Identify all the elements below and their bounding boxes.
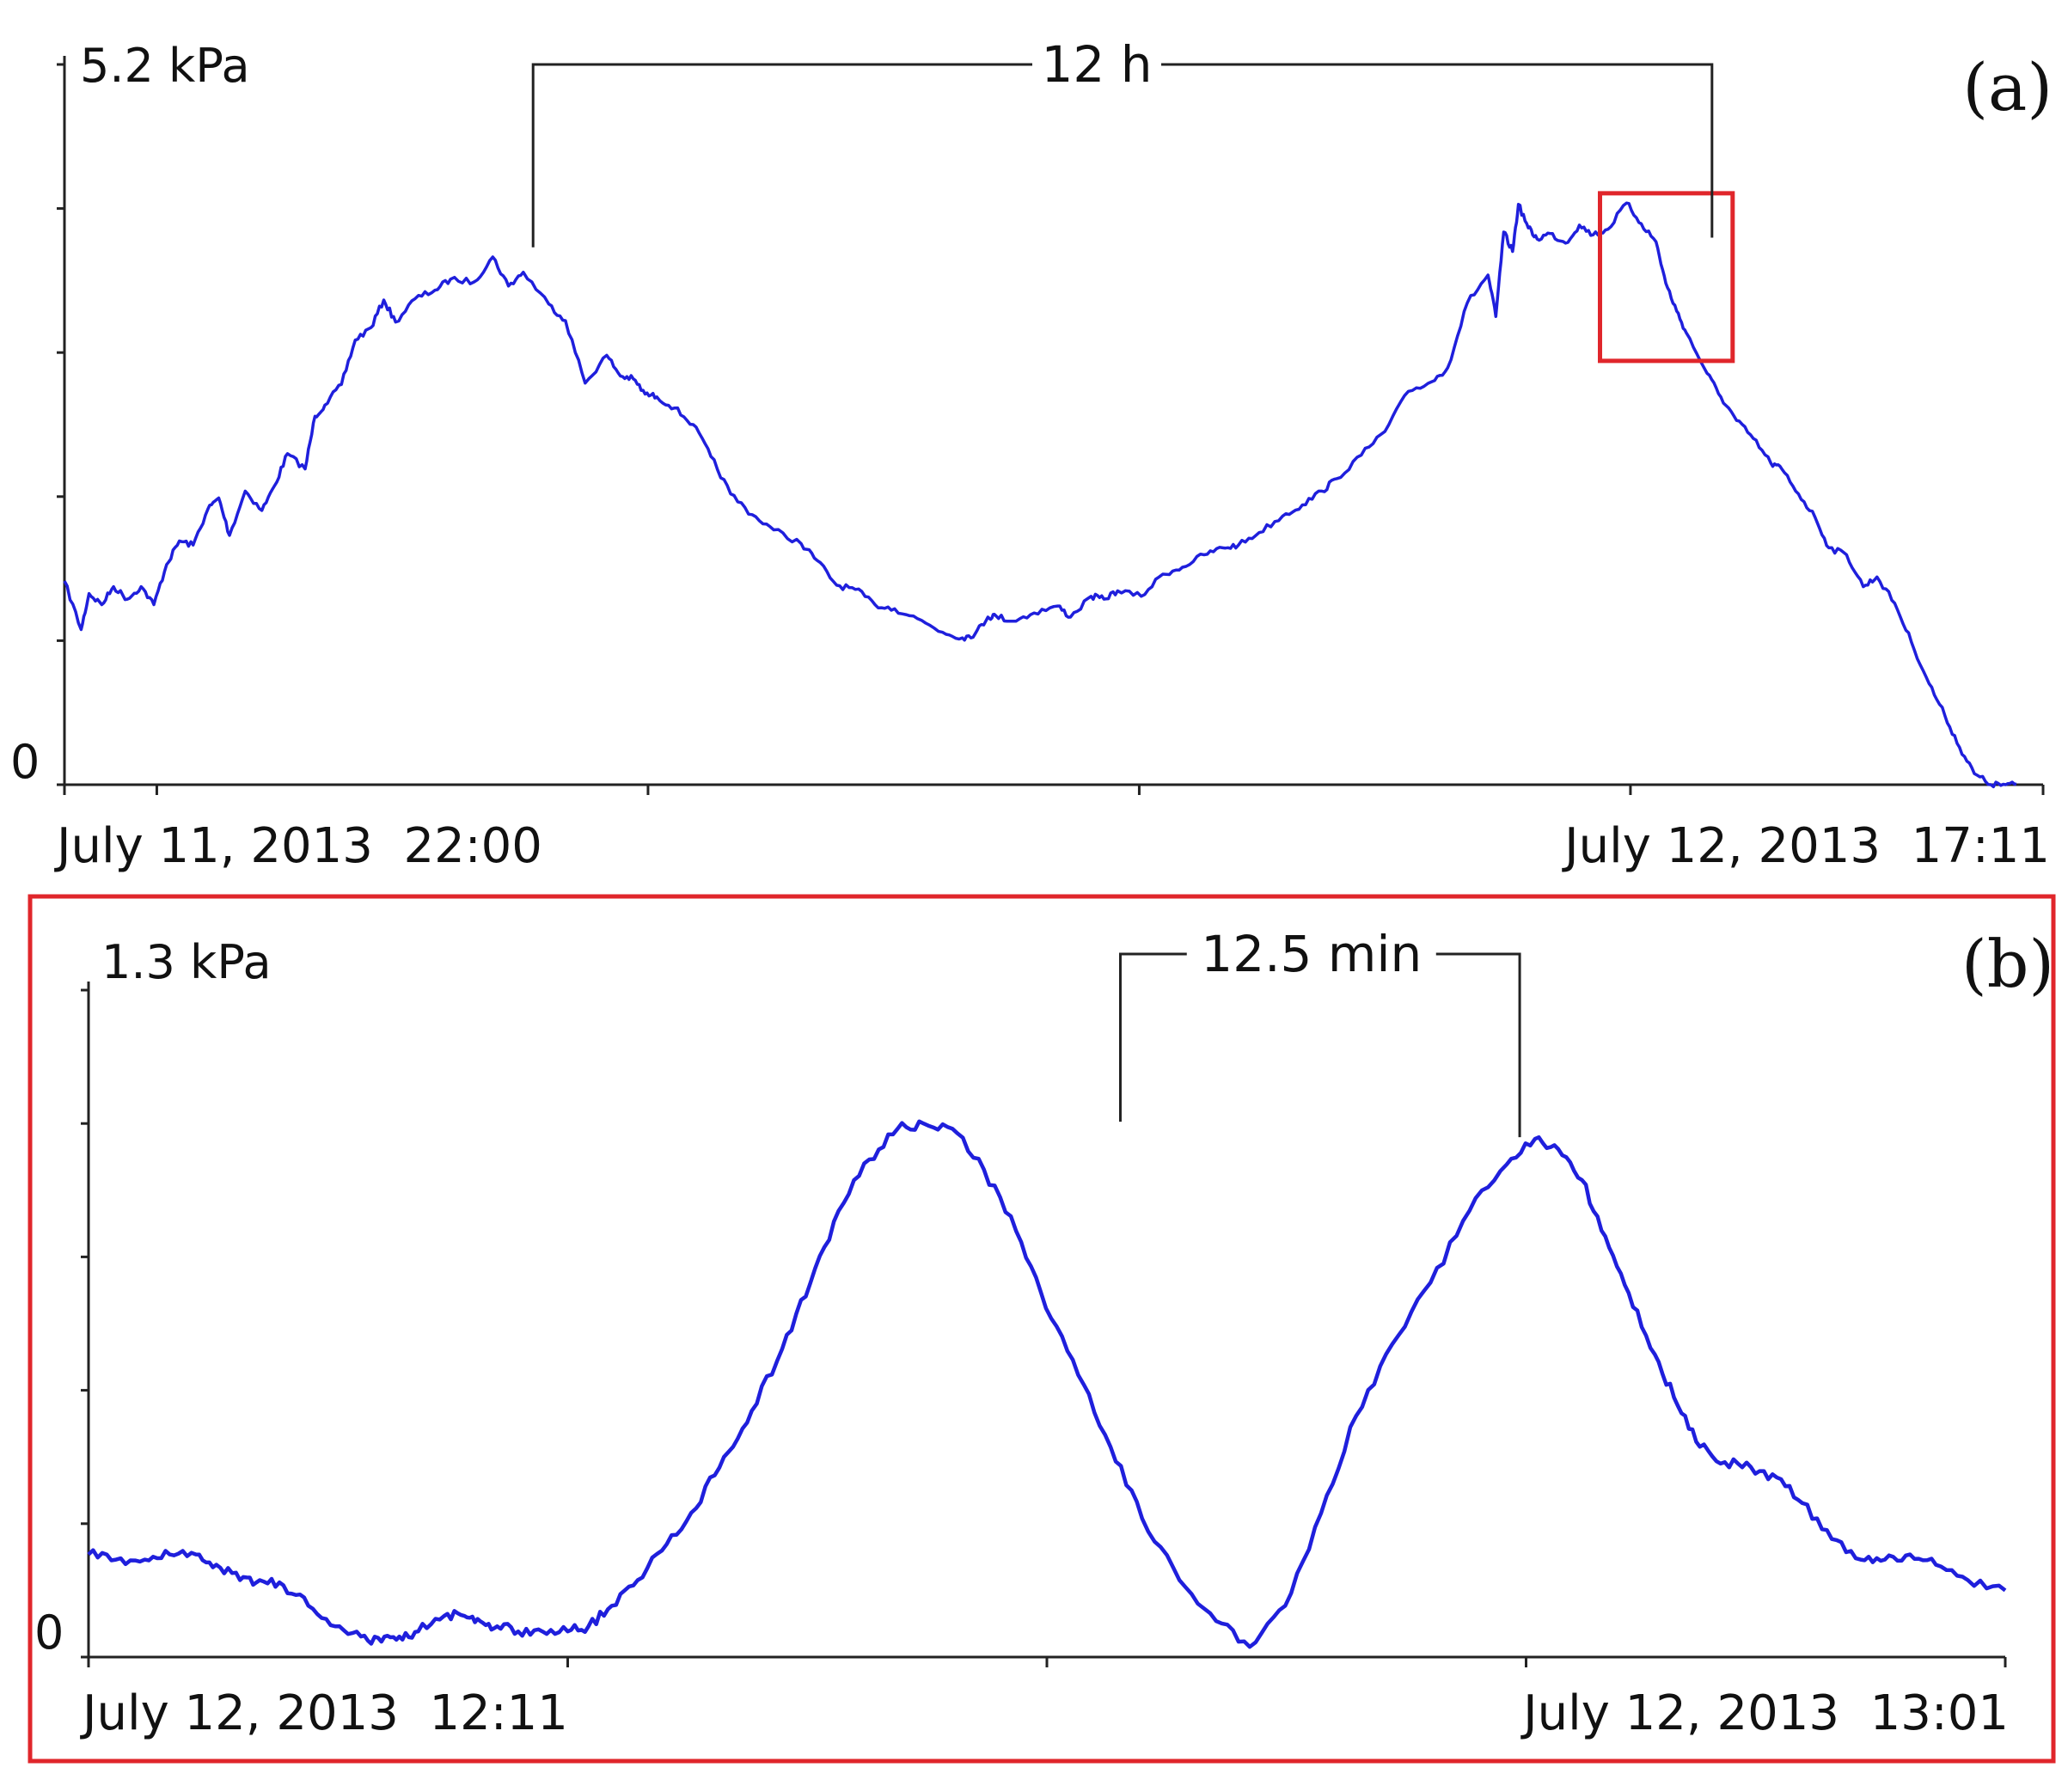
panel-b-ticks [81, 988, 2007, 1667]
panel-a: 12 h 5.2 kPa 0 July 11, 2013 22:00 July … [10, 35, 2053, 874]
panel-b-period-annotation: 12.5 min [1201, 925, 1422, 983]
panel-b-x-start-label: July 12, 2013 12:11 [80, 1685, 568, 1741]
panel-a-x-start-label: July 11, 2013 22:00 [54, 818, 542, 874]
panel-a-period-label-bg [1032, 39, 1162, 90]
panel-b-frame [28, 894, 2056, 1764]
panel-a-pressure-line [63, 201, 2017, 789]
panel-a-y-max-label: 5.2 kPa [80, 39, 250, 93]
panel-b-label: (b) [1961, 926, 2054, 1002]
panel-a-label: (a) [1962, 49, 2053, 125]
panel-a-x-end-label: July 12, 2013 17:11 [1562, 818, 2050, 874]
panel-a-zoom-region-box [1598, 191, 1735, 364]
panel-b-x-end-label: July 12, 2013 13:01 [1520, 1685, 2009, 1741]
panel-a-y-min-label: 0 [10, 735, 40, 789]
panel-b-y-max-label: 1.3 kPa [101, 935, 272, 989]
panel-b-y-min-label: 0 [34, 1605, 64, 1660]
panel-b-period-label-bg [1186, 928, 1436, 980]
panel-a-ticks [57, 63, 2045, 795]
panel-a-period-annotation: 12 h [1042, 35, 1153, 94]
panel-b-pressure-line [87, 1119, 2007, 1649]
panel-b: 12.5 min 1.3 kPa 0 July 12, 2013 12:11 J… [28, 894, 2056, 1764]
